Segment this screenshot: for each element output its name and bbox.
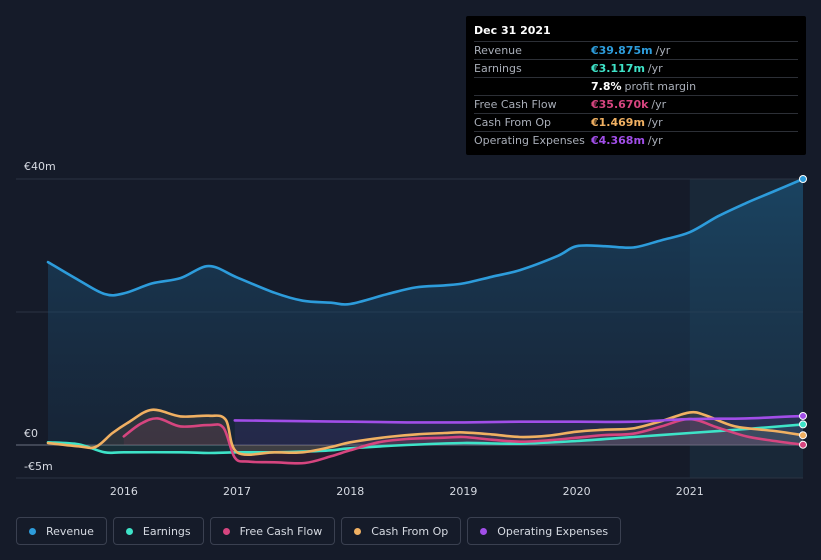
legend: Revenue Earnings Free Cash Flow Cash Fro…	[16, 517, 622, 545]
tooltip-value: €3.117m	[591, 62, 645, 75]
y-tick-label: -€5m	[24, 460, 53, 473]
legend-item-earnings[interactable]: Earnings	[112, 517, 204, 545]
series-end-point-revenue	[799, 175, 807, 183]
series-area-cash-from-op	[48, 409, 803, 455]
tooltip-value: €4.368m	[591, 134, 645, 147]
legend-label: Revenue	[46, 524, 94, 538]
series-line-revenue	[46, 177, 805, 306]
x-tick-label: 2021	[676, 485, 704, 498]
tooltip-value: 7.8%	[591, 80, 622, 93]
legend-item-revenue[interactable]: Revenue	[16, 517, 107, 545]
tooltip-row-free-cash-flow: Free Cash Flow €35.670k /yr	[474, 96, 798, 114]
tooltip-unit: profit margin	[624, 80, 697, 93]
x-tick-label: 2020	[563, 485, 591, 498]
legend-dot-icon	[354, 527, 362, 535]
legend-label: Earnings	[142, 524, 191, 538]
tooltip-row-cash-from-op: Cash From Op €1.469m /yr	[474, 114, 798, 132]
tooltip-label: Revenue	[474, 44, 522, 57]
series-end-point-earnings	[799, 420, 807, 429]
legend-label: Free Cash Flow	[239, 524, 323, 538]
tooltip-row-profit-margin: 7.8% profit margin	[474, 78, 798, 96]
series-end-point-free-cash-flow	[799, 440, 807, 449]
tooltip-label: Operating Expenses	[474, 134, 585, 147]
series-line-earnings	[46, 423, 805, 455]
legend-item-free-cash-flow[interactable]: Free Cash Flow	[209, 517, 336, 545]
legend-dot-icon	[29, 527, 36, 535]
chart: €40m €0 -€5m 2016 2017 2018 2019 2020 2021	[16, 160, 807, 498]
tooltip-value: €1.469m	[591, 116, 645, 129]
series-area-earnings	[48, 424, 803, 453]
legend-item-cash-from-op[interactable]: Cash From Op	[341, 517, 462, 545]
series-end-point-cash-from-op	[799, 431, 807, 440]
tooltip-date: Dec 31 2021	[474, 24, 798, 42]
tooltip-unit: /yr	[647, 134, 663, 147]
tooltip-label	[474, 78, 591, 95]
series-line-operating-expenses	[233, 414, 805, 424]
series-line-free-cash-flow	[122, 417, 805, 465]
x-tick-label: 2019	[449, 485, 477, 498]
legend-label: Cash From Op	[371, 524, 449, 538]
x-tick-label: 2016	[110, 485, 138, 498]
legend-dot-icon	[125, 527, 133, 535]
tooltip-row-operating-expenses: Operating Expenses €4.368m /yr	[474, 132, 798, 149]
tooltip-value: €35.670k	[591, 98, 649, 111]
tooltip-unit: /yr	[651, 98, 667, 111]
tooltip-unit: /yr	[655, 44, 671, 57]
tooltip-row-revenue: Revenue €39.875m /yr	[474, 42, 798, 60]
tooltip-row-earnings: Earnings €3.117m /yr	[474, 60, 798, 78]
legend-item-operating-expenses[interactable]: Operating Expenses	[467, 517, 622, 545]
legend-dot-icon	[222, 527, 230, 535]
tooltip-label: Free Cash Flow	[474, 98, 557, 111]
series-end-point-operating-expenses	[799, 411, 807, 420]
tooltip-value: €39.875m	[591, 44, 653, 57]
tooltip: Dec 31 2021 Revenue €39.875m /yr Earning…	[466, 16, 806, 155]
x-tick-label: 2018	[336, 485, 364, 498]
tooltip-label: Earnings	[474, 62, 522, 75]
legend-label: Operating Expenses	[497, 524, 609, 538]
tooltip-unit: /yr	[647, 62, 663, 75]
tooltip-label: Cash From Op	[474, 116, 552, 129]
tooltip-unit: /yr	[647, 116, 663, 129]
series-area-revenue	[48, 179, 803, 445]
x-tick-label: 2017	[223, 485, 251, 498]
legend-dot-icon	[480, 527, 488, 535]
y-tick-label: €0	[24, 427, 38, 440]
y-tick-label: €40m	[24, 160, 56, 173]
